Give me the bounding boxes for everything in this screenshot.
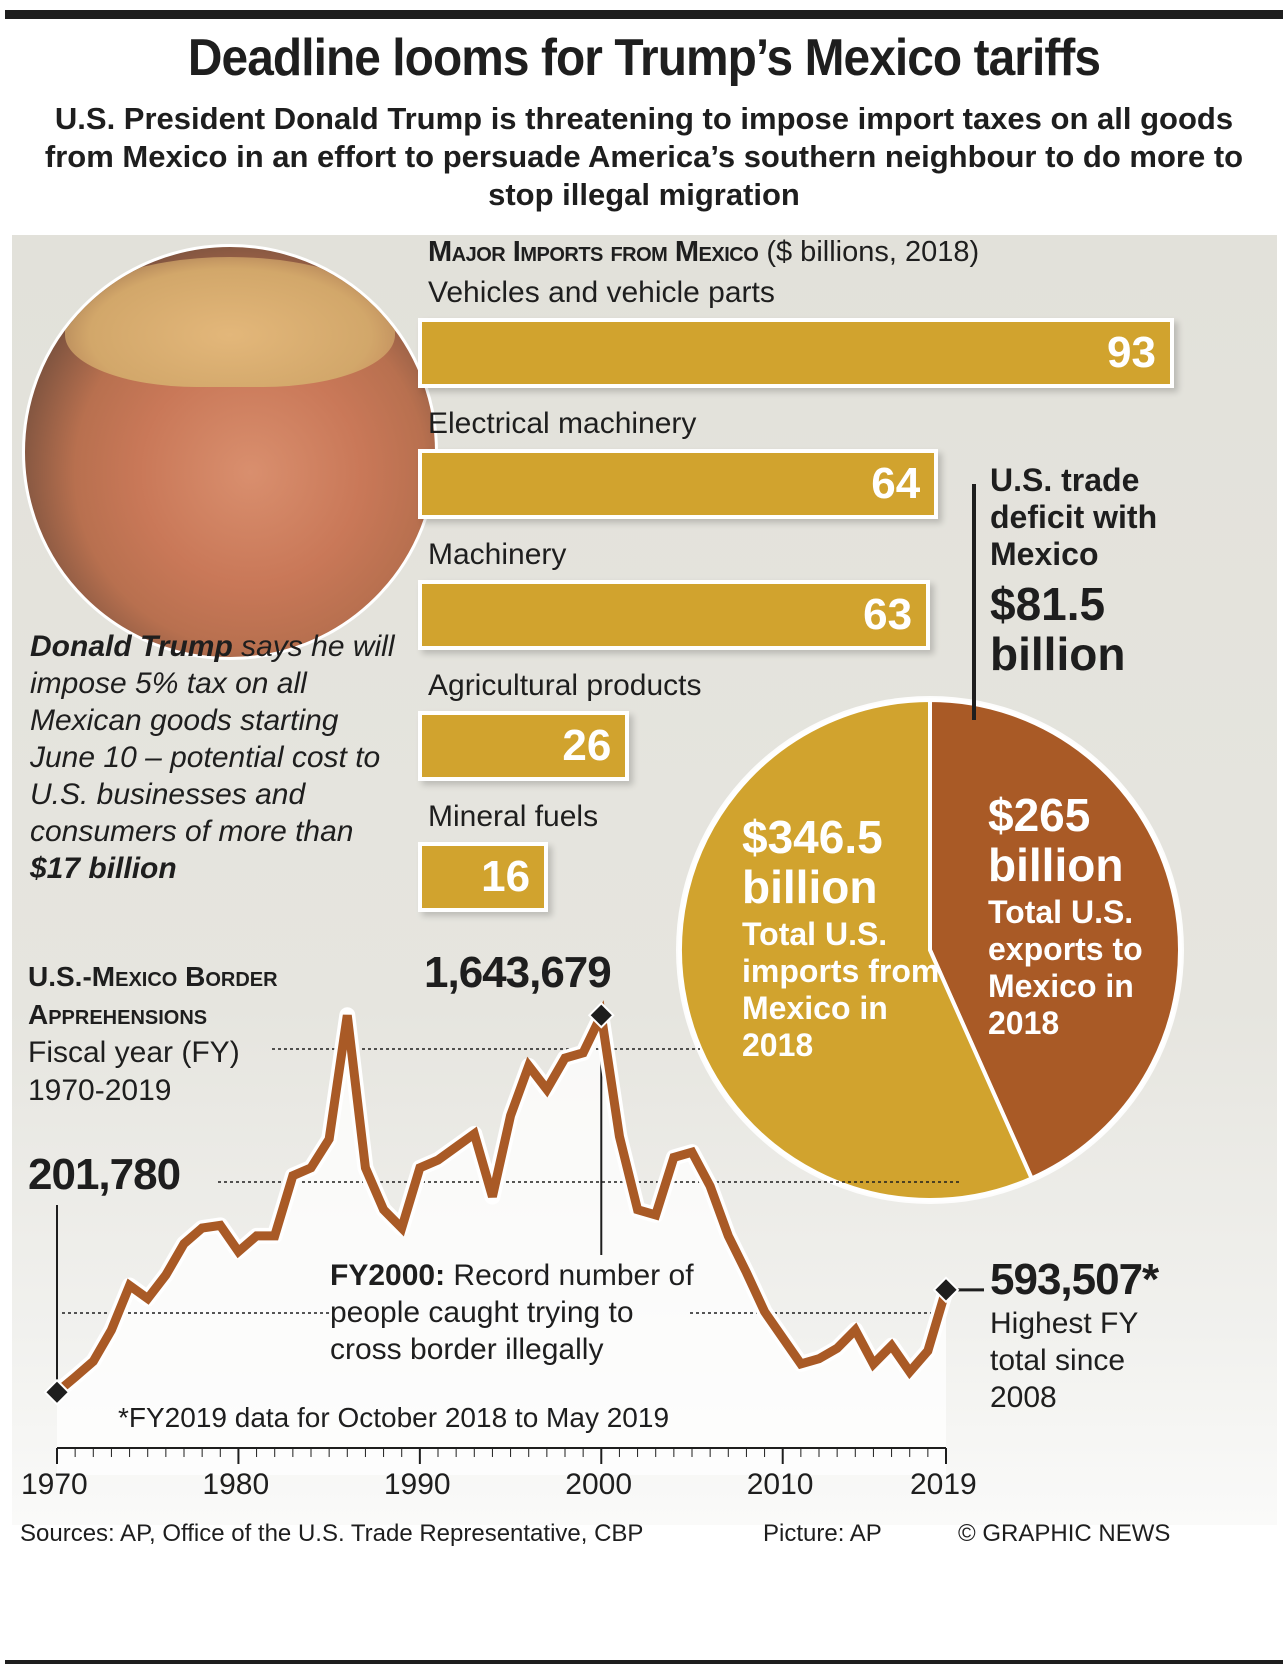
page-subtitle: U.S. President Donald Trump is threateni…: [44, 101, 1244, 212]
pie-label-exports: $265 billion Total U.S. exports to Mexic…: [988, 790, 1188, 1042]
imports-title-suffix: ($ billions, 2018): [766, 236, 980, 268]
bar-value-label: 63: [863, 590, 913, 639]
portrait-hair-shape: [65, 257, 395, 387]
deficit-title: U.S. trade deficit with Mexico: [990, 462, 1158, 572]
pie-imports-desc: Total U.S. imports from Mexico in 2018: [742, 916, 940, 1063]
pie-exports-desc: Total U.S. exports to Mexico in 2018: [988, 894, 1143, 1041]
deficit-value: $81.5 billion: [990, 578, 1126, 680]
x-tick-label: 1980: [202, 1468, 270, 1501]
trade-deficit-annotation: U.S. trade deficit with Mexico $81.5 bil…: [990, 462, 1180, 679]
fy2000-note-text: Record number of people caught trying to…: [330, 1259, 694, 1366]
footer-sources: Sources: AP, Office of the U.S. Trade Re…: [20, 1520, 644, 1547]
imports-chart-title: Major Imports from Mexico ($ billions, 2…: [428, 236, 979, 269]
callout-1970-value: 201,780: [28, 1150, 181, 1199]
x-tick-label: 1990: [383, 1468, 451, 1501]
footer-copyright: © GRAPHIC NEWS: [958, 1520, 1171, 1547]
bar-electrical-machinery: 64: [418, 449, 939, 519]
bar-category-label: Mineral fuels: [428, 800, 599, 833]
portrait-photo: [22, 244, 438, 660]
bar-category-label: Machinery: [428, 538, 567, 571]
pie-exports-value: $265 billion: [988, 789, 1124, 891]
fy2000-note: FY2000: Record number of people caught t…: [330, 1257, 710, 1368]
fy2019-note: Highest FY total since 2008: [990, 1307, 1138, 1414]
bar-vehicles-and-vehicle-parts: 93: [418, 318, 1174, 388]
deficit-leader-line: [972, 484, 976, 720]
caption-bold-tail: $17 billion: [30, 852, 177, 885]
bottom-rule: [5, 1660, 1283, 1664]
trump-caption: Donald Trump says he will impose 5% tax …: [30, 628, 410, 887]
x-tick-label: 2019: [910, 1468, 977, 1501]
bar-value-label: 16: [481, 852, 531, 901]
fy2000-note-bold: FY2000:: [330, 1259, 446, 1292]
x-tick-label: 1970: [21, 1468, 88, 1501]
bar-category-label: Agricultural products: [428, 669, 702, 702]
apprehensions-subtitle: Fiscal year (FY) 1970-2019: [28, 1036, 240, 1107]
callout-2000-value: 1,643,679: [424, 948, 612, 997]
caption-bold-lead: Donald Trump: [30, 630, 233, 663]
footer-picture-credit: Picture: AP: [763, 1520, 882, 1547]
pie-imports-value: $346.5 billion: [742, 811, 883, 913]
bar-category-label: Vehicles and vehicle parts: [428, 276, 775, 309]
top-rule: [5, 10, 1283, 19]
bar-value-label: 26: [562, 721, 612, 770]
fy2019-footnote: *FY2019 data for October 2018 to May 201…: [118, 1402, 670, 1433]
apprehensions-title: U.S.-Mexico Border Apprehensions: [28, 961, 278, 1030]
bar-value-label: 93: [1107, 328, 1156, 377]
bar-mineral-fuels: 16: [418, 842, 549, 912]
pie-label-imports: $346.5 billion Total U.S. imports from M…: [742, 812, 952, 1064]
bar-machinery: 63: [418, 580, 931, 650]
page-title: Deadline looms for Trump’s Mexico tariff…: [187, 29, 1101, 87]
x-tick-label: 2010: [746, 1468, 814, 1501]
bar-category-label: Electrical machinery: [428, 407, 697, 440]
caption-text: says he will impose 5% tax on all Mexica…: [30, 630, 395, 848]
bar-value-label: 64: [871, 459, 921, 508]
apprehensions-heading: U.S.-Mexico Border Apprehensions Fiscal …: [28, 958, 368, 1110]
x-tick-label: 2000: [565, 1468, 633, 1501]
imports-title-text: Major Imports from Mexico: [428, 236, 759, 268]
callout-2019-value: 593,507*: [990, 1255, 1159, 1304]
bar-agricultural-products: 26: [418, 711, 630, 781]
